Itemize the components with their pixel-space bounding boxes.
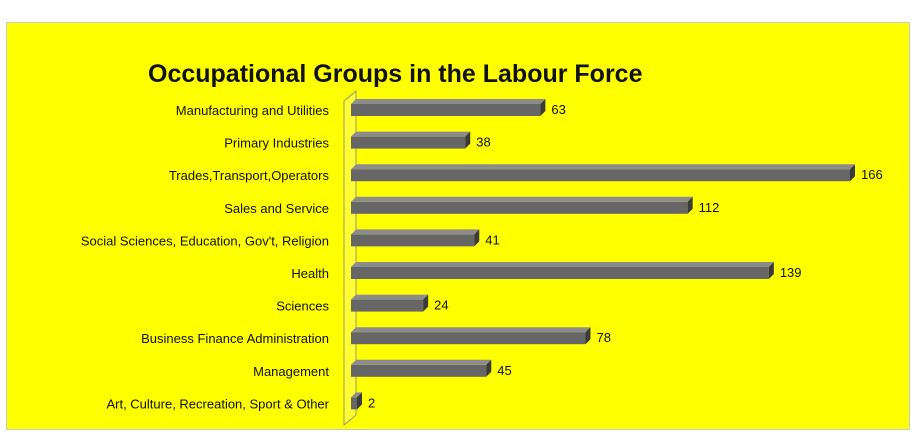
bar-end-2 <box>850 164 855 182</box>
bar-top-2 <box>351 164 855 170</box>
bar-8 <box>351 364 487 377</box>
bar-0 <box>351 104 541 116</box>
bar-top-4 <box>351 229 480 235</box>
bar-6 <box>351 299 424 312</box>
category-label: Manufacturing and Utilities <box>176 103 330 118</box>
bar-end-3 <box>687 196 693 214</box>
bar-top-1 <box>351 131 471 137</box>
bar-top-8 <box>351 359 492 365</box>
category-labels: Manufacturing and Utilities Primary Indus… <box>81 103 330 411</box>
chart-title: Occupational Groups in the Labour Force <box>148 60 643 88</box>
bars-layer <box>351 99 855 410</box>
bar-1 <box>351 136 466 149</box>
bar-top-7 <box>351 327 591 333</box>
value-label: 78 <box>596 330 610 345</box>
value-label: 2 <box>368 395 375 410</box>
bar-top-6 <box>351 294 429 300</box>
value-labels: 63 38 166 112 41 139 24 78 45 2 <box>368 102 883 410</box>
bar-end-8 <box>486 359 492 377</box>
bar-top-3 <box>351 196 693 202</box>
value-label: 24 <box>434 298 448 313</box>
bar-4 <box>351 234 475 247</box>
category-label: Health <box>291 266 329 281</box>
value-label: 139 <box>780 265 802 280</box>
category-label: Art, Culture, Recreation, Sport & Other <box>106 396 329 411</box>
bar-top-9 <box>351 392 363 398</box>
value-label: 45 <box>497 363 511 378</box>
category-label: Business Finance Administration <box>141 331 329 346</box>
category-label: Sales and Service <box>224 201 329 216</box>
value-label: 63 <box>551 102 565 117</box>
category-label: Trades,Transport,Operators <box>169 168 330 183</box>
category-label: Sciences <box>276 299 329 314</box>
bar-end-0 <box>540 99 546 116</box>
bar-end-7 <box>585 327 591 345</box>
bar-end-6 <box>423 294 429 312</box>
bar-end-5 <box>768 262 774 279</box>
bar-end-1 <box>465 131 471 149</box>
bar-top-5 <box>351 262 774 267</box>
bar-end-9 <box>357 392 363 410</box>
bar-2 <box>351 169 850 182</box>
bar-3 <box>351 201 688 214</box>
value-label: 166 <box>861 167 883 182</box>
value-label: 41 <box>485 232 499 247</box>
bar-7 <box>351 332 586 345</box>
bar-end-4 <box>474 229 480 247</box>
category-label: Primary Industries <box>224 136 329 151</box>
value-label: 38 <box>476 135 490 150</box>
value-label: 112 <box>699 200 720 215</box>
category-label: Social Sciences, Education, Gov't, Relig… <box>81 233 329 248</box>
category-label: Management <box>253 364 329 379</box>
bar-5 <box>351 267 769 279</box>
bar-top-0 <box>351 99 546 104</box>
bar-9 <box>351 397 358 410</box>
